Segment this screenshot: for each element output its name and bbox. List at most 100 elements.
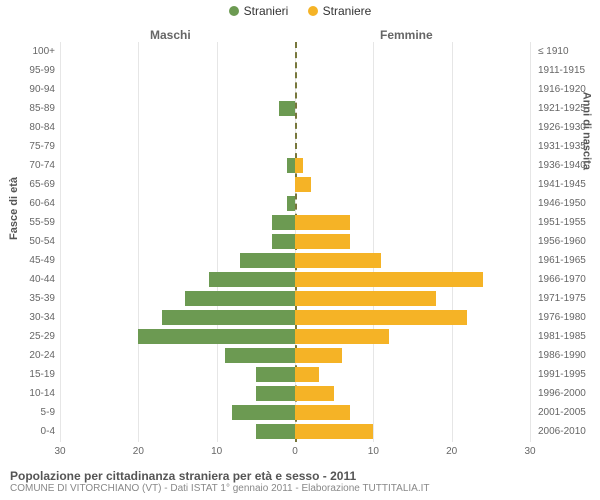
x-tick-label: 10 [368,446,379,457]
age-row [60,99,530,118]
y-label-age: 35-39 [0,293,55,304]
y-label-birth: 1976-1980 [538,312,598,323]
age-row [60,156,530,175]
bar-female [295,215,350,230]
y-label-birth: 1911-1915 [538,65,598,76]
y-label-birth: 2001-2005 [538,407,598,418]
y-label-birth: ≤ 1910 [538,46,598,57]
age-row [60,137,530,156]
legend-label-male: Stranieri [244,4,289,18]
y-label-age: 95-99 [0,65,55,76]
bar-male [209,272,295,287]
y-label-age: 40-44 [0,274,55,285]
age-row [60,194,530,213]
y-label-age: 55-59 [0,217,55,228]
y-label-birth: 2006-2010 [538,426,598,437]
age-row [60,384,530,403]
bar-male [138,329,295,344]
age-row [60,175,530,194]
bar-male [272,234,296,249]
x-tick-label: 0 [292,446,298,457]
bar-female [295,253,381,268]
bar-female [295,405,350,420]
legend-swatch-female [308,6,318,16]
y-label-birth: 1956-1960 [538,236,598,247]
grid-line [530,42,531,442]
y-label-age: 85-89 [0,103,55,114]
bar-male [225,348,296,363]
x-tick-label: 30 [54,446,65,457]
y-label-age: 65-69 [0,179,55,190]
column-title-female: Femmine [380,28,433,42]
y-label-birth: 1946-1950 [538,198,598,209]
y-label-age: 20-24 [0,350,55,361]
y-label-age: 70-74 [0,160,55,171]
y-label-birth: 1916-1920 [538,84,598,95]
legend: Stranieri Straniere [0,4,600,19]
bar-female [295,424,373,439]
bar-female [295,367,319,382]
y-label-age: 15-19 [0,369,55,380]
chart-footer: Popolazione per cittadinanza straniera p… [10,469,590,494]
bar-female [295,158,303,173]
bar-male [287,196,295,211]
age-row [60,422,530,441]
age-row [60,80,530,99]
y-label-birth: 1961-1965 [538,255,598,266]
bar-male [256,386,295,401]
y-label-birth: 1936-1940 [538,160,598,171]
y-label-birth: 1981-1985 [538,331,598,342]
age-row [60,270,530,289]
legend-item-female: Straniere [308,4,372,18]
y-label-age: 25-29 [0,331,55,342]
y-label-age: 80-84 [0,122,55,133]
chart-title: Popolazione per cittadinanza straniera p… [10,469,590,483]
age-row [60,289,530,308]
y-label-birth: 1931-1935 [538,141,598,152]
age-row [60,308,530,327]
bar-female [295,291,436,306]
x-tick-label: 30 [524,446,535,457]
age-row [60,251,530,270]
bar-male [162,310,295,325]
y-label-birth: 1941-1945 [538,179,598,190]
y-label-age: 100+ [0,46,55,57]
y-label-age: 90-94 [0,84,55,95]
bar-male [232,405,295,420]
y-label-age: 75-79 [0,141,55,152]
y-label-birth: 1971-1975 [538,293,598,304]
bar-male [256,424,295,439]
age-row [60,327,530,346]
bar-female [295,386,334,401]
bar-male [256,367,295,382]
legend-label-female: Straniere [323,4,372,18]
age-row [60,403,530,422]
population-pyramid-chart: Stranieri Straniere Maschi Femmine Fasce… [0,0,600,500]
legend-swatch-male [229,6,239,16]
y-label-birth: 1951-1955 [538,217,598,228]
x-tick-label: 20 [446,446,457,457]
y-label-birth: 1991-1995 [538,369,598,380]
age-row [60,61,530,80]
bar-male [272,215,296,230]
y-label-birth: 1996-2000 [538,388,598,399]
bar-male [240,253,295,268]
bar-female [295,310,467,325]
y-label-age: 5-9 [0,407,55,418]
age-row [60,232,530,251]
y-label-age: 0-4 [0,426,55,437]
bar-male [287,158,295,173]
y-label-age: 30-34 [0,312,55,323]
y-label-age: 60-64 [0,198,55,209]
age-row [60,118,530,137]
bar-female [295,348,342,363]
bar-female [295,329,389,344]
y-label-birth: 1966-1970 [538,274,598,285]
age-row [60,42,530,61]
x-tick-label: 10 [211,446,222,457]
y-label-age: 45-49 [0,255,55,266]
bar-male [279,101,295,116]
x-tick-label: 20 [133,446,144,457]
bar-female [295,177,311,192]
column-title-male: Maschi [150,28,191,42]
